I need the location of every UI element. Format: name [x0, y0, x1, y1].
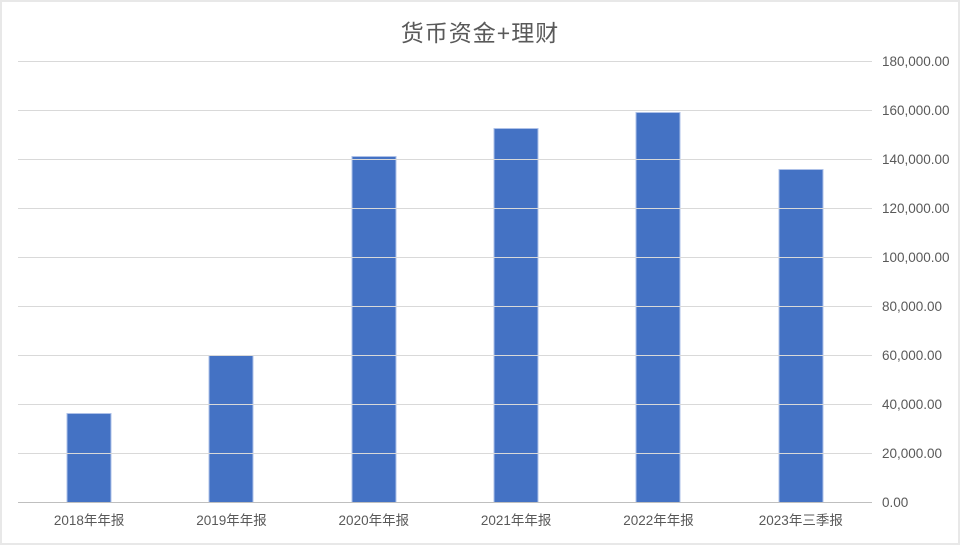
gridline [18, 453, 872, 454]
gridline [18, 208, 872, 210]
y-tick-label: 0.00 [882, 495, 909, 510]
bar-slot [587, 62, 729, 503]
x-tick-label: 2023年三季报 [758, 513, 843, 528]
bar-2023年三季报 [778, 169, 824, 503]
bar-slot [160, 62, 302, 503]
bar-2018年年报 [66, 413, 112, 503]
chart-title: 货币资金+理财 [400, 20, 560, 46]
x-tick-label: 2019年年报 [196, 513, 267, 528]
y-axis-labels: 0.00 20,000.00 40,000.00 60,000.00 80,000.00… [882, 54, 960, 510]
y-tick-label: 120,000.00 [882, 201, 950, 217]
y-tick-label: 60,000.00 [882, 348, 943, 364]
gridline [18, 257, 872, 258]
x-tick-label: 2018年年报 [53, 513, 125, 528]
gridline [18, 306, 872, 307]
y-tick-label: 80,000.00 [882, 299, 943, 315]
bar-2020年年报 [351, 156, 397, 503]
bar-slot [18, 62, 160, 503]
bar-slot [730, 62, 872, 503]
y-tick-label: 100,000.00 [882, 250, 950, 265]
y-tick-label: 180,000.00 [882, 54, 950, 69]
bar-2019年年报 [208, 355, 254, 503]
x-axis-labels: 2018年年报 2019年年报 2020年年报 2021年年报 2022年年报 2023年… [18, 512, 872, 529]
y-tick-label: 140,000.00 [882, 152, 950, 167]
bars-row [18, 62, 872, 503]
bar-slot [445, 62, 587, 503]
y-tick-label: 160,000.00 [882, 103, 950, 119]
gridline [18, 110, 872, 111]
x-axis-line [18, 502, 872, 503]
x-tick-label: 2021年年报 [480, 513, 552, 528]
gridline [18, 404, 872, 405]
y-tick-label: 20,000.00 [882, 446, 943, 462]
bar-2022年年报 [635, 111, 681, 503]
bar-slot [303, 62, 445, 503]
plot-area [18, 61, 872, 503]
gridline [18, 159, 872, 160]
gridline [18, 61, 872, 62]
x-tick-label: 2022年年报 [623, 513, 694, 528]
gridline [18, 355, 872, 357]
bar-2021年年报 [493, 128, 539, 503]
y-tick-label: 40,000.00 [882, 397, 943, 413]
x-tick-label: 2020年年报 [338, 513, 410, 528]
